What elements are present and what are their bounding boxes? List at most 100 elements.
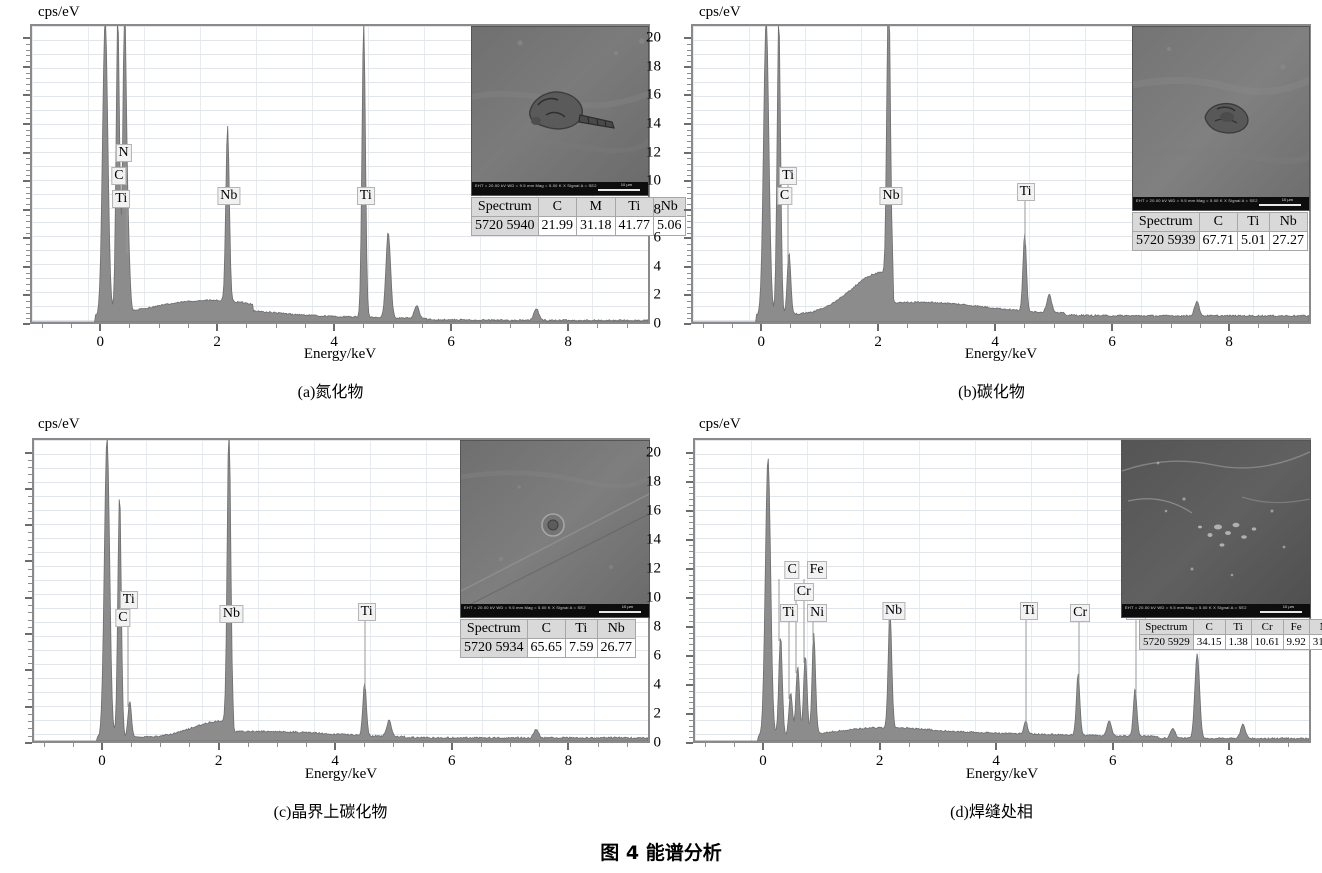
ytick-minor-mark xyxy=(28,568,32,570)
ytick-minor-mark xyxy=(26,204,30,205)
table-header-cell: Ti xyxy=(1237,212,1270,232)
ytick-label: 20 xyxy=(646,444,661,461)
ytick-minor-mark xyxy=(689,650,693,652)
ytick-mark xyxy=(686,567,693,570)
xtick-minor-mark xyxy=(1258,324,1260,328)
xtick-minor-mark xyxy=(187,324,189,328)
ytick-minor-mark xyxy=(26,101,30,103)
ytick-mark xyxy=(25,633,32,636)
ytick-mark xyxy=(684,94,691,97)
ytick-minor-mark xyxy=(687,164,691,165)
composition-value-cell: 7.59 xyxy=(565,638,598,658)
peak-leader-line xyxy=(888,620,890,624)
peak-label-n: N xyxy=(115,144,132,162)
ytick-label: 6 xyxy=(653,647,662,664)
ytick-minor-mark xyxy=(26,284,30,285)
xtick-minor-mark xyxy=(937,743,939,747)
ytick-mark xyxy=(686,480,693,483)
table-header-row: SpectrumCTiCrFeNiNb xyxy=(1139,619,1322,635)
table-row: 5720 5939 67.71 5.01 27.27 xyxy=(1132,231,1308,251)
ytick-minor-mark xyxy=(687,169,691,171)
ytick-minor-mark xyxy=(689,667,693,669)
xtick-mark xyxy=(1111,743,1114,750)
ytick-label: 6 xyxy=(653,229,662,246)
xtick-minor-mark xyxy=(364,743,366,747)
xtick-label: 6 xyxy=(1108,334,1116,350)
xtick-minor-mark xyxy=(1199,324,1201,328)
ytick-mark xyxy=(25,742,32,744)
xtick-minor-mark xyxy=(247,743,249,747)
ytick-minor-mark xyxy=(689,609,693,611)
ytick-minor-mark xyxy=(689,504,693,506)
panel-b-sem-content xyxy=(1133,27,1309,210)
xtick-minor-mark xyxy=(821,743,823,747)
peak-label-c: C xyxy=(784,561,800,580)
ytick-mark xyxy=(23,65,30,68)
table-header-cell: Cr xyxy=(1250,619,1284,635)
composition-value-cell: 5.01 xyxy=(1237,231,1270,251)
table-header-cell: Ni xyxy=(1308,619,1322,635)
ytick-minor-mark xyxy=(28,728,32,730)
xtick-minor-mark xyxy=(392,324,394,328)
xtick-minor-mark xyxy=(276,743,278,747)
peak-label-ti: Ti xyxy=(112,189,131,208)
xtick-minor-mark xyxy=(1024,324,1026,328)
ytick-mark xyxy=(686,451,693,454)
ytick-minor-mark xyxy=(26,158,30,160)
ytick-minor-mark xyxy=(28,663,32,665)
ytick-label: 0 xyxy=(653,315,662,332)
xtick-label: 4 xyxy=(991,334,999,350)
ytick-mark xyxy=(684,208,691,211)
composition-value-cell: 65.65 xyxy=(526,638,566,658)
peak-label-cr: Cr xyxy=(1070,603,1091,622)
ytick-minor-mark xyxy=(26,232,30,234)
xtick-minor-mark xyxy=(597,324,599,328)
ytick-minor-mark xyxy=(689,731,693,733)
panel-d-sem-content xyxy=(1122,441,1310,617)
ytick-minor-mark xyxy=(28,612,32,614)
xtick-mark xyxy=(877,324,880,331)
xtick-minor-mark xyxy=(306,743,308,747)
ytick-mark xyxy=(23,265,30,268)
xtick-label: 0 xyxy=(759,753,767,769)
xtick-label: 2 xyxy=(213,334,221,350)
ytick-minor-mark xyxy=(689,464,693,466)
ytick-minor-mark xyxy=(26,78,30,80)
panel-a-sem-infobar: EHT = 20.00 kV WD = 9.5 mm Mag = 5.00 K … xyxy=(472,182,648,195)
ytick-minor-mark xyxy=(28,532,32,534)
peak-leader-line xyxy=(778,579,780,642)
panel-d-composition-table: SpectrumCTiCrFeNiNb5720 592934.151.3810.… xyxy=(1139,619,1322,650)
peak-leader-line xyxy=(787,184,789,262)
ytick-minor-mark xyxy=(26,226,30,228)
xtick-mark xyxy=(99,324,102,331)
ytick-minor-mark xyxy=(687,312,691,314)
ytick-label: 0 xyxy=(653,734,662,751)
ytick-minor-mark xyxy=(687,249,691,251)
composition-value-cell: 10.61 xyxy=(1250,634,1284,650)
ytick-minor-mark xyxy=(28,583,32,585)
xtick-mark xyxy=(760,324,763,331)
xtick-mark xyxy=(878,743,881,750)
ytick-minor-mark xyxy=(28,539,32,541)
ytick-mark xyxy=(25,596,32,599)
xtick-minor-mark xyxy=(967,743,969,747)
ytick-minor-mark xyxy=(28,605,32,607)
xtick-minor-mark xyxy=(1200,743,1202,747)
panel-b-caption: (b)碳化物 xyxy=(958,384,1025,401)
ytick-mark xyxy=(25,487,32,490)
peak-leader-line xyxy=(127,608,129,707)
ytick-minor-mark xyxy=(689,702,693,704)
ytick-minor-mark xyxy=(689,516,693,518)
ytick-minor-mark xyxy=(687,44,691,45)
xtick-minor-mark xyxy=(626,743,628,747)
ytick-minor-mark xyxy=(28,692,32,694)
ytick-minor-mark xyxy=(26,255,30,257)
ytick-minor-mark xyxy=(28,496,32,498)
panel-b-sem-infobar-text: EHT = 20.00 kV WD = 9.5 mm Mag = 5.00 K … xyxy=(1136,198,1258,203)
ytick-minor-mark xyxy=(26,272,30,274)
ytick-minor-mark xyxy=(689,591,693,593)
ytick-minor-mark xyxy=(26,72,30,74)
xtick-label: 4 xyxy=(331,753,339,769)
